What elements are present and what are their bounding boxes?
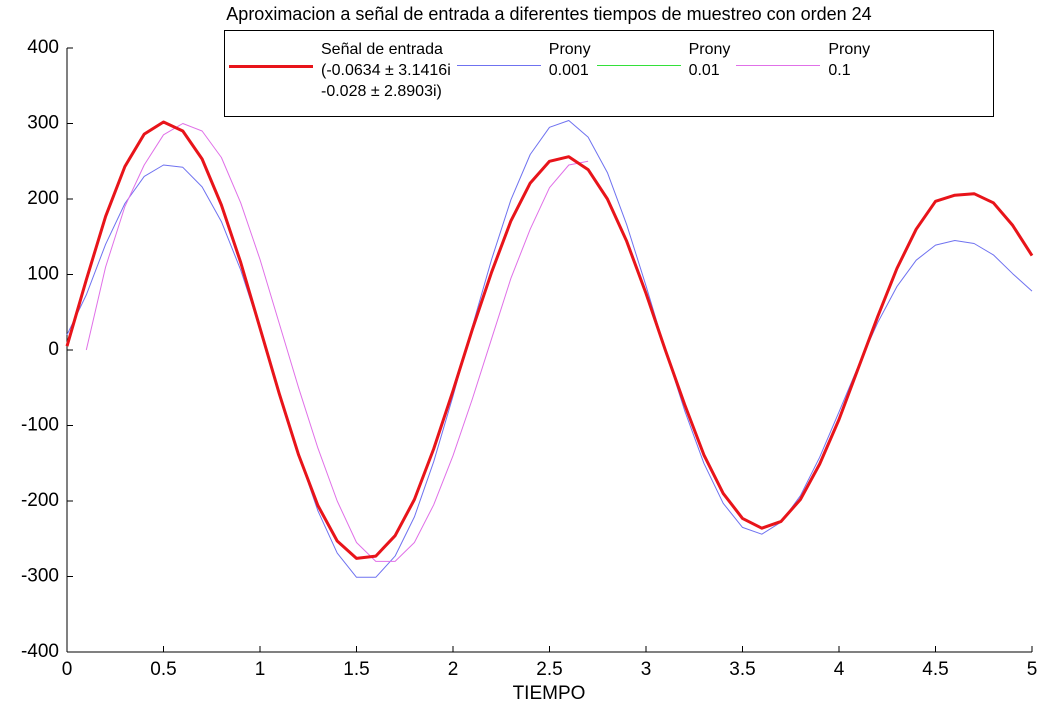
- legend-item: Prony 0.01: [596, 39, 731, 81]
- legend-swatch: [456, 65, 541, 66]
- x-tick-label: 2: [448, 659, 459, 680]
- legend-item: Señal de entrada (-0.0634 ± 3.1416i -0.0…: [229, 39, 451, 102]
- y-tick-label: -100: [21, 415, 59, 436]
- series-line: [85, 123, 589, 562]
- legend-label: Prony 0.1: [828, 41, 871, 79]
- y-tick-label: 0: [48, 339, 59, 360]
- x-tick-label: 1: [255, 659, 266, 680]
- x-tick-label: 4.5: [922, 659, 948, 680]
- legend-item: Prony 0.1: [736, 39, 870, 81]
- legend-swatch: [736, 65, 821, 66]
- chart-title: Aproximacion a señal de entrada a difere…: [226, 4, 871, 24]
- y-tick-label: -200: [21, 490, 59, 511]
- y-tick-label: 300: [27, 113, 59, 134]
- y-tick-label: 400: [27, 37, 59, 58]
- x-tick-label: 3.5: [729, 659, 755, 680]
- x-tick-label: 5: [1027, 659, 1038, 680]
- x-tick-label: 1.5: [343, 659, 369, 680]
- legend: Señal de entrada (-0.0634 ± 3.1416i -0.0…: [224, 30, 994, 117]
- y-tick-label: -300: [21, 566, 59, 587]
- legend-label: Prony 0.01: [688, 41, 731, 79]
- y-tick-label: 100: [27, 264, 59, 285]
- x-tick-label: 0.5: [150, 659, 176, 680]
- legend-label: Señal de entrada (-0.0634 ± 3.1416i -0.0…: [321, 41, 451, 100]
- series-line: [66, 120, 1033, 578]
- series-line: [65, 120, 1034, 560]
- x-tick-label: 0: [62, 659, 73, 680]
- x-tick-label: 3: [641, 659, 652, 680]
- x-tick-label: 4: [834, 659, 845, 680]
- legend-swatch: [229, 65, 313, 68]
- y-tick-label: -400: [21, 641, 59, 662]
- x-tick-label: 2.5: [536, 659, 562, 680]
- legend-swatch: [596, 65, 681, 66]
- x-axis-label: TIEMPO: [513, 683, 586, 704]
- y-tick-label: 200: [27, 188, 59, 209]
- legend-label: Prony 0.001: [548, 41, 591, 79]
- legend-item: Prony 0.001: [456, 39, 591, 81]
